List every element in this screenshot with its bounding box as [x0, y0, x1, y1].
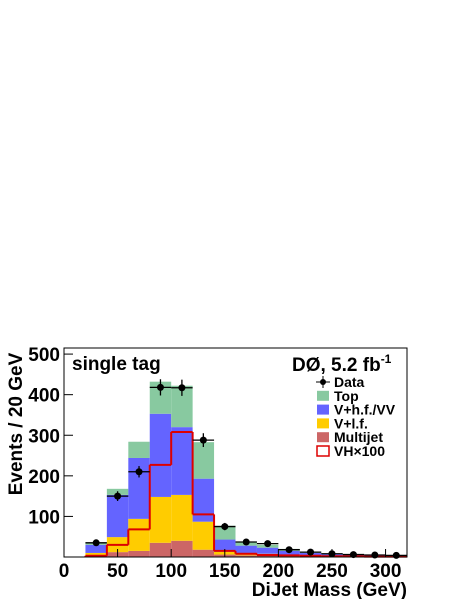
hist-bar: [171, 541, 192, 557]
experiment-superscript: -1: [381, 352, 392, 366]
data-point: [286, 546, 293, 553]
hist-bar: [128, 519, 149, 551]
hist-bar: [128, 442, 149, 458]
data-point: [264, 540, 271, 547]
data-point: [157, 384, 164, 391]
data-point: [136, 468, 143, 475]
data-point: [200, 437, 207, 444]
x-tick-label: 200: [263, 561, 295, 582]
hist-bar: [171, 427, 192, 495]
y-tick-label: 500: [28, 345, 60, 366]
x-tick-label: 100: [155, 561, 187, 582]
data-point: [221, 523, 228, 530]
hist-bar: [150, 414, 171, 497]
hist-bar: [193, 442, 214, 479]
experiment-text: DØ, 5.2 fb: [292, 355, 381, 376]
legend-swatch: [317, 405, 329, 415]
legend-swatch: [317, 418, 329, 428]
experiment-label: DØ, 5.2 fb-1: [292, 352, 392, 376]
data-point: [178, 384, 185, 391]
hist-bar: [150, 543, 171, 557]
hist-bar: [257, 548, 278, 554]
legend-swatch: [317, 432, 329, 442]
hist-bar: [128, 551, 149, 557]
data-point: [114, 493, 121, 500]
x-tick-label: 0: [59, 561, 70, 582]
hist-bar: [85, 553, 106, 555]
data-point: [393, 552, 400, 559]
hist-bar: [107, 495, 128, 537]
data-point: [243, 538, 250, 545]
y-tick-label: 400: [28, 386, 60, 407]
x-tick-label: 50: [107, 561, 128, 582]
y-axis-title: Events / 20 GeV: [6, 352, 27, 495]
hist-bar: [193, 550, 214, 557]
annotation: single tag: [72, 354, 161, 375]
hist-bar: [193, 522, 214, 550]
y-tick-label: 200: [28, 467, 60, 488]
data-point: [93, 539, 100, 546]
y-tick-label: 300: [28, 426, 60, 447]
hist-bar: [236, 546, 257, 553]
x-axis-title: DiJet Mass (GeV): [252, 580, 407, 599]
x-tick-label: 150: [209, 561, 241, 582]
hist-bar: [150, 497, 171, 543]
legend-marker: [320, 379, 326, 385]
y-tick-label: 100: [28, 507, 60, 528]
x-tick-label: 250: [316, 561, 348, 582]
legend-swatch: [317, 391, 329, 401]
legend-label: VH×100: [334, 443, 385, 459]
hist-bar: [171, 495, 192, 541]
data-point: [307, 549, 314, 556]
x-tick-label: 300: [370, 561, 402, 582]
